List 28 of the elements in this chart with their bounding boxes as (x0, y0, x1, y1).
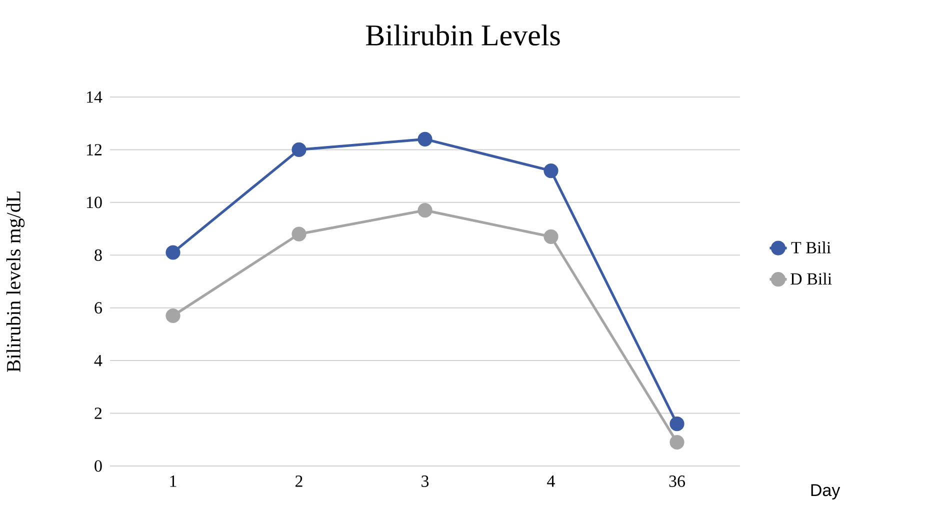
chart-title: Bilirubin Levels (366, 24, 560, 46)
y-tick-label: 6 (94, 302, 102, 314)
legend-label: T Bili (791, 241, 831, 254)
y-tick-label: 0 (94, 460, 102, 472)
x-tick-label: 3 (422, 476, 429, 487)
point (544, 163, 558, 178)
x-tick-label: 4 (547, 476, 555, 487)
y-tick-label: 10 (86, 196, 102, 208)
point (670, 434, 684, 450)
point (544, 229, 558, 244)
point (166, 245, 180, 260)
y-tick-label: 8 (94, 249, 102, 261)
y-axis-title: Bilirubin levels mg/dL (6, 192, 25, 372)
point (292, 142, 306, 158)
point (292, 226, 306, 242)
x-tick-label: 1 (170, 476, 176, 487)
point (418, 203, 432, 218)
point (418, 132, 432, 146)
legend-label: D Bili (790, 272, 832, 285)
y-tick-label: 14 (86, 91, 102, 103)
x-tick-label: 2 (296, 476, 302, 487)
x-tick-label: 36 (669, 476, 685, 487)
point (166, 308, 180, 324)
y-tick-label: 12 (86, 144, 102, 156)
point (670, 416, 684, 432)
x-axis-title: Day (811, 484, 840, 500)
y-tick-label: 4 (94, 354, 102, 366)
y-tick-label: 2 (94, 408, 102, 419)
